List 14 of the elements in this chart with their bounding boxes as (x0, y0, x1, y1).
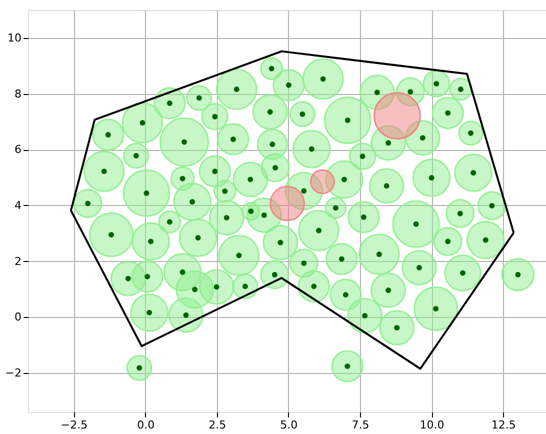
x-tick-label: 12.5 (491, 418, 516, 432)
x-tick-label: 0.0 (137, 418, 155, 432)
y-tick-label: 4 (14, 198, 22, 212)
x-tick-label: 5.0 (280, 418, 298, 432)
y-tick-label: 2 (14, 254, 22, 268)
y-tick-label: 6 (14, 143, 22, 156)
y-tick-label: 8 (14, 87, 22, 100)
y-tick-label: −2 (5, 366, 22, 380)
y-tick-label: 10 (8, 31, 22, 44)
x-tick-label: −2.5 (60, 418, 88, 432)
y-tick-label: 0 (14, 310, 22, 324)
x-tick-label: 2.5 (208, 418, 226, 432)
x-tick-label: 7.5 (352, 418, 370, 432)
x-tick-label: 10.0 (420, 418, 444, 432)
